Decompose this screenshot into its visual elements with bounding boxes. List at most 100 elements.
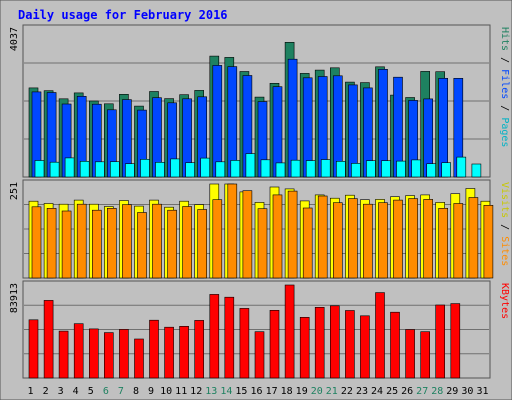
bar-kbytes-day-15 (239, 308, 250, 379)
bar-sites-day-27 (423, 199, 434, 279)
bar-kbytes-day-25 (390, 311, 400, 379)
x-tick-day-12: 12 (190, 386, 202, 397)
bar-pages-day-4 (79, 161, 90, 178)
bar-kbytes-day-22 (345, 310, 355, 379)
legend-separator: / (499, 99, 510, 117)
x-tick-day-13: 13 (205, 386, 217, 397)
bar-files-day-28 (438, 78, 449, 178)
bar-files-day-18 (287, 58, 298, 178)
bar-kbytes-day-16 (254, 331, 265, 379)
bar-sites-day-1 (31, 206, 42, 279)
bar-pages-day-24 (381, 160, 391, 178)
bar-sites-day-26 (408, 198, 418, 279)
bar-kbytes-day-24 (375, 292, 385, 379)
legend-hits: Hits (499, 27, 510, 51)
series-kbytes (28, 284, 461, 379)
bar-sites-day-14 (227, 183, 238, 279)
legend-kbytes: KBytes (499, 283, 510, 319)
bar-sites-day-16 (257, 208, 268, 279)
bar-pages-day-25 (396, 160, 406, 178)
chart-panels: 4037 Hits / Files / Pages 251 Visits / Site… (9, 24, 510, 379)
bar-pages-day-5 (95, 161, 105, 178)
x-tick-day-21: 21 (326, 386, 338, 397)
bar-kbytes-day-11 (179, 325, 189, 379)
legend-visits: Visits (499, 182, 510, 218)
bar-pages-day-1 (34, 160, 45, 178)
legend-separator: / (499, 218, 510, 236)
bar-pages-day-3 (64, 157, 75, 178)
bar-pages-day-28 (441, 162, 452, 178)
bar-sites-day-9 (152, 203, 162, 279)
bar-sites-day-24 (378, 202, 388, 279)
bar-pages-day-8 (140, 159, 150, 178)
x-tick-day-8: 8 (133, 386, 139, 397)
bar-sites-day-31 (483, 205, 494, 279)
bar-files-day-13 (212, 65, 223, 178)
x-tick-day-4: 4 (73, 386, 79, 397)
bar-kbytes-day-27 (420, 331, 431, 379)
bar-kbytes-day-18 (284, 284, 295, 379)
x-tick-day-31: 31 (476, 386, 488, 397)
x-tick-day-16: 16 (250, 386, 262, 397)
x-tick-day-11: 11 (175, 386, 187, 397)
bar-sites-day-3 (61, 210, 72, 279)
bar-sites-day-20 (317, 195, 328, 279)
series-legend: Hits / Files / Pages (499, 27, 510, 147)
bar-pages-day-2 (49, 161, 60, 178)
bar-sites-day-21 (332, 202, 343, 279)
x-tick-day-22: 22 (341, 386, 353, 397)
x-tick-day-9: 9 (148, 386, 154, 397)
bar-sites-day-8 (137, 212, 147, 279)
bar-kbytes-day-9 (149, 319, 159, 379)
bar-sites-day-15 (242, 190, 253, 279)
bar-kbytes-day-29 (450, 303, 461, 379)
series-legend: KBytes (499, 283, 510, 319)
legend-pages: Pages (499, 117, 510, 147)
bar-sites-day-4 (76, 203, 87, 279)
bar-sites-day-22 (348, 198, 358, 279)
bar-sites-day-18 (287, 190, 298, 279)
bar-pages-day-11 (185, 162, 195, 178)
bar-sites-day-6 (107, 208, 117, 279)
bar-kbytes-day-1 (28, 319, 39, 379)
bar-pages-day-16 (260, 159, 271, 178)
y-max-label: 4037 (9, 27, 20, 51)
bar-kbytes-day-3 (58, 330, 69, 379)
x-tick-day-1: 1 (27, 386, 33, 397)
bar-pages-day-6 (110, 161, 120, 178)
bar-kbytes-day-14 (224, 296, 235, 379)
legend-files: Files (499, 69, 510, 99)
y-max-label: 83913 (9, 283, 20, 313)
bar-pages-day-23 (366, 160, 376, 178)
bar-sites-day-25 (393, 199, 403, 279)
x-tick-day-19: 19 (296, 386, 308, 397)
bar-kbytes-day-20 (314, 306, 325, 379)
bar-pages-day-7 (125, 163, 135, 178)
series-legend: Visits / Sites (499, 182, 510, 266)
bar-kbytes-day-13 (209, 294, 220, 379)
x-tick-day-3: 3 (58, 386, 64, 397)
bar-pages-day-19 (305, 160, 316, 178)
bar-pages-day-29 (456, 156, 467, 178)
bar-pages-day-21 (335, 161, 346, 178)
x-tick-day-27: 27 (416, 386, 428, 397)
bar-kbytes-day-26 (405, 329, 415, 379)
bar-kbytes-day-23 (360, 315, 370, 379)
series-sites (31, 183, 494, 279)
bar-kbytes-day-2 (43, 300, 54, 379)
bar-pages-day-27 (426, 163, 437, 178)
legend-separator: / (499, 51, 510, 69)
x-tick-day-2: 2 (43, 386, 49, 397)
bar-kbytes-day-19 (299, 316, 310, 379)
panel-2: 251 Visits / Sites (9, 179, 510, 279)
bar-sites-day-7 (122, 204, 132, 279)
bar-sites-day-5 (92, 209, 102, 279)
x-tick-day-5: 5 (88, 386, 94, 397)
bar-sites-day-12 (197, 209, 207, 279)
bar-pages-day-9 (155, 162, 165, 178)
bar-pages-day-30 (471, 163, 482, 178)
bar-pages-day-10 (170, 158, 180, 178)
bar-kbytes-day-28 (435, 304, 446, 379)
bar-sites-day-29 (453, 203, 464, 279)
